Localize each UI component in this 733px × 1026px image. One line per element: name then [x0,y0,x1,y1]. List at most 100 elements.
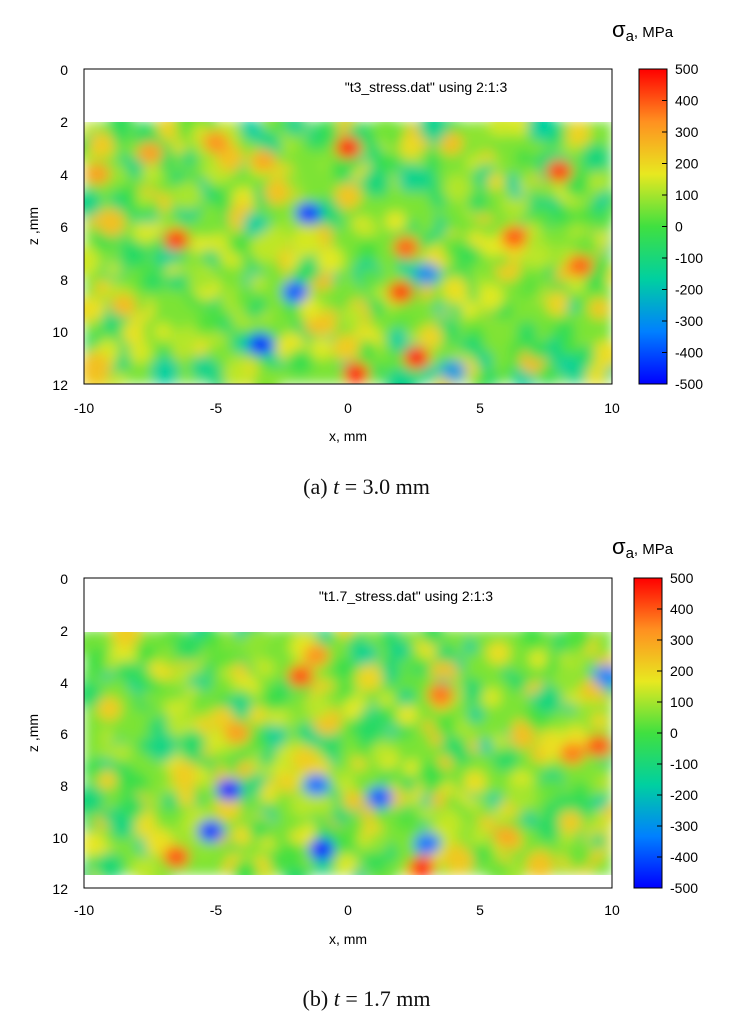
colorbar-ticks: 500 400 300 200 100 0 -100 -200 -300 -400 -500 [662,61,703,392]
texture-spot [187,139,201,153]
texture-spot [231,825,252,846]
texture-spot [435,642,456,663]
texture-spot [247,705,267,726]
texture-spot [263,179,291,206]
texture-spot [430,791,447,808]
colorbar-tick-label: 300 [675,124,699,140]
texture-spot [565,122,591,147]
x-tick-label: 10 [604,400,620,416]
colorbar-tick-label: 400 [670,601,694,617]
texture-spot [590,712,609,730]
texture-spot [586,696,600,710]
texture-spot [84,352,111,382]
texture-spot [462,639,478,655]
texture-spot [121,321,145,345]
colorbar-tick-label: -400 [670,849,698,865]
texture-spot [331,808,350,827]
texture-spot [119,770,149,800]
texture-spot [439,131,464,155]
y-tick-label: 2 [60,623,68,639]
texture-spot [156,122,181,141]
texture-spot [173,632,204,663]
y-tick-label: 8 [60,272,68,288]
texture-spot [291,746,319,774]
stress-feature [308,838,335,861]
texture-spot [539,729,556,747]
texture-spot [388,327,409,349]
stress-feature [546,160,573,183]
caption-b: (b) t = 1.7 mm [302,986,431,1011]
texture-spot [587,254,611,277]
y-tick-label: 12 [52,377,68,393]
texture-spot [505,172,521,189]
colorbar-tick-label: -400 [675,345,703,361]
texture-spot [210,706,235,731]
stress-feature [366,786,393,809]
texture-spot [472,828,490,846]
texture-spot [501,667,514,681]
stress-feature [247,333,274,356]
texture-spot [181,258,200,277]
texture-spot [558,810,583,834]
texture-spot [284,122,306,137]
texture-spot [402,759,420,776]
texture-spot [207,233,226,253]
texture-spot [572,233,600,260]
texture-spot [592,794,610,811]
texture-spot [566,648,584,665]
texture-spot [110,742,131,763]
texture-spot [417,324,444,350]
texture-spot [522,812,537,827]
texture-spot [520,632,545,649]
stress-feature [559,742,586,765]
texture-spot [236,760,254,778]
texture-spot [553,207,573,227]
texture-spot [444,792,458,806]
heatmap-field [84,122,612,384]
texture-spot [475,800,493,818]
texture-spot [566,300,579,314]
texture-spot [565,841,592,869]
texture-spot [446,847,475,875]
texture-spot [389,639,412,661]
texture-spot [144,828,174,858]
texture-spot [535,813,564,843]
texture-spot [455,243,480,267]
stress-feature [84,163,111,185]
x-tick-label: -5 [210,902,223,918]
texture-spot [194,766,211,783]
texture-spot [106,162,128,185]
texture-spot [348,639,367,658]
texture-spot [235,337,252,354]
texture-spot [217,195,233,211]
colorbar-tick-label: -100 [675,250,703,266]
stress-feature [387,281,414,304]
texture-spot [242,632,272,657]
texture-spot [259,785,278,804]
texture-spot [195,312,211,327]
stress-feature [427,683,454,706]
texture-spot [171,140,185,154]
texture-spot [357,746,371,760]
texture-spot [180,148,199,168]
stress-feature [137,142,163,164]
x-axis-label: x, mm [329,931,367,947]
texture-spot [482,687,501,707]
texture-spot [430,658,458,685]
texture-spot [486,641,510,665]
texture-spot [263,687,287,711]
texture-spot [585,366,606,384]
texture-spot [153,322,172,341]
texture-spot [141,692,155,705]
stress-feature [250,149,277,172]
colorbar-tick-label: 100 [675,187,699,203]
texture-spot [281,632,295,641]
texture-spot [573,205,595,228]
texture-spot [506,782,536,812]
texture-spot [360,268,379,287]
texture-spot [543,266,557,280]
texture-spot [250,233,280,263]
texture-spot [377,705,396,724]
colorbar-tick-label: 500 [675,61,699,77]
y-axis: 0 2 4 6 8 10 12 [52,62,68,393]
